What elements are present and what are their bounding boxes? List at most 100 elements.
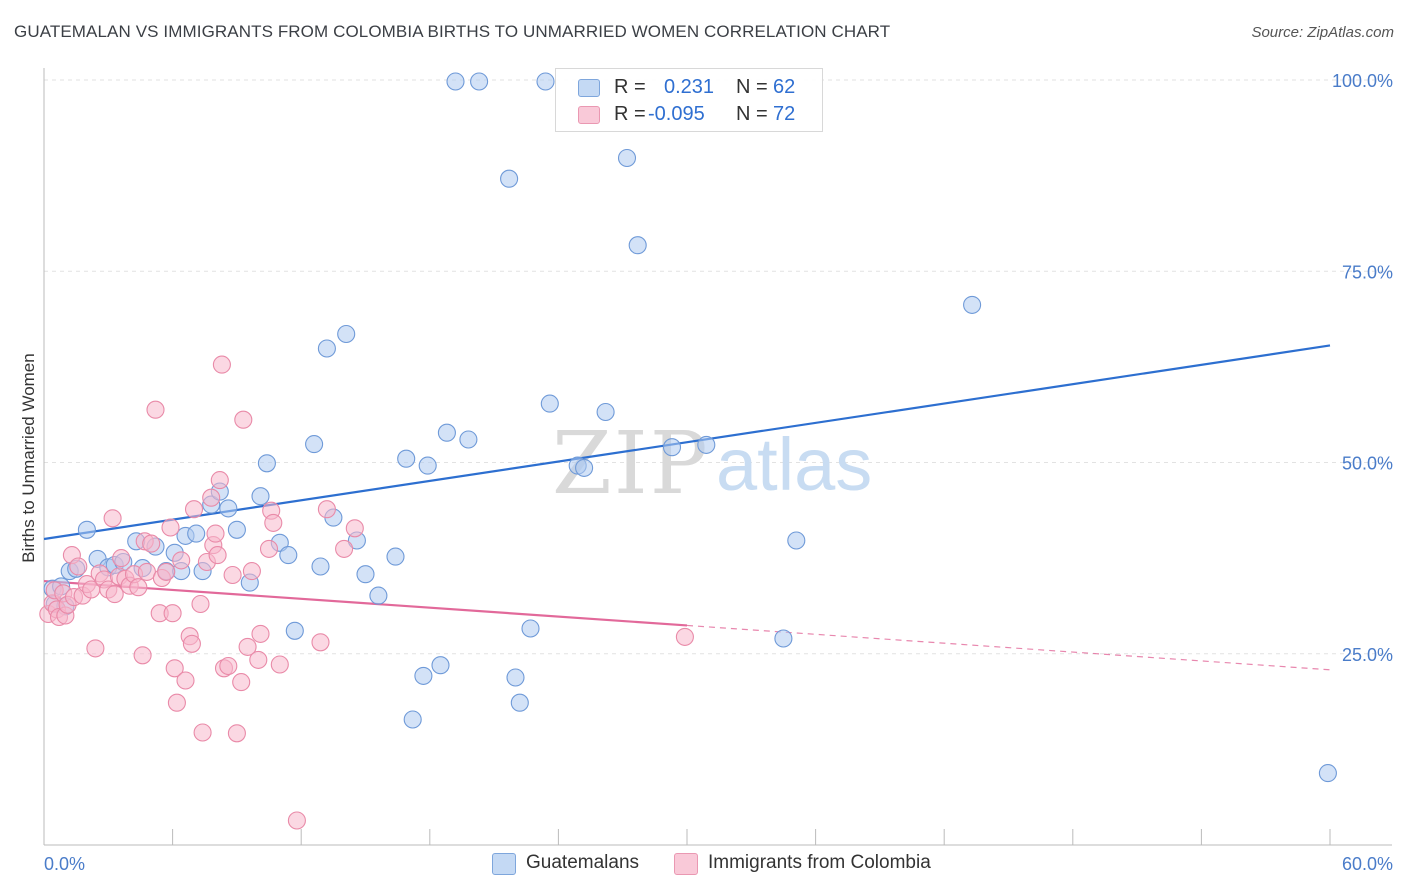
colombia-point	[157, 562, 176, 581]
colombia-point	[167, 693, 186, 712]
x-tick-label-min: 0.0%	[44, 854, 85, 874]
colombia-point	[184, 500, 204, 519]
y-tick-label: 75.0%	[1342, 262, 1393, 282]
guatemalan-point	[285, 621, 304, 640]
colombia-point	[129, 578, 148, 597]
colombia-point	[227, 724, 246, 743]
colombia-point	[142, 534, 161, 553]
guatemalan-point	[386, 547, 405, 566]
colombia-point	[238, 637, 257, 656]
guatemalan-point	[403, 710, 422, 729]
guatemalan-point	[787, 531, 806, 550]
colombia-point	[335, 539, 354, 558]
colombia-point	[191, 594, 210, 614]
legend-r-label: R =	[614, 76, 646, 98]
colombia-point	[176, 671, 195, 690]
colombia-point	[133, 646, 152, 665]
colombia-trend-extension	[686, 624, 1331, 671]
legend-n-value: 62	[773, 76, 796, 98]
trend-lines	[43, 344, 1331, 671]
colombia-point	[69, 557, 88, 576]
y-axis-label: Births to Unmarried Women	[19, 353, 38, 562]
guatemalan-point	[305, 435, 324, 454]
guatemalan-point	[251, 487, 270, 506]
guatemalan-point	[187, 524, 206, 543]
colombia-point	[223, 565, 242, 585]
chart-source: Source: ZipAtlas.com	[1251, 24, 1394, 41]
colombia-point	[165, 659, 184, 678]
guatemalan-point	[596, 402, 615, 422]
guatemalan-point	[369, 586, 388, 605]
guatemalan-point	[337, 324, 356, 344]
colombia-point	[251, 624, 270, 643]
colombia-point	[259, 539, 279, 558]
colombia-point	[675, 627, 694, 646]
colombia-point	[202, 488, 221, 507]
colombia-point	[232, 673, 251, 692]
legend-swatch-pink	[578, 106, 600, 124]
legend-r-value: -0.095	[648, 103, 705, 125]
colombia-point	[242, 562, 261, 581]
colombia-point	[270, 655, 289, 674]
watermark-atlas: atlas	[716, 423, 872, 506]
guatemalan-point	[662, 438, 682, 457]
colombia-point	[112, 549, 131, 568]
watermark: ZIP atlas	[552, 414, 872, 514]
legend-label-guatemalans: Guatemalans	[526, 852, 640, 873]
legend-swatch-blue	[492, 853, 516, 875]
axes	[43, 68, 1392, 846]
colombia-point	[206, 524, 225, 543]
legend-r-label: R =	[614, 103, 646, 125]
legend-swatch-blue	[578, 79, 600, 97]
colombia-point	[137, 562, 156, 581]
guatemalan-point	[628, 236, 647, 255]
colombia-point	[287, 811, 306, 830]
guatemalan-point	[227, 520, 246, 539]
colombia-point	[172, 551, 191, 570]
guatemalan-point	[536, 72, 555, 91]
legend-n-value: 72	[773, 103, 796, 125]
guatemalan-point	[414, 666, 433, 685]
guatemalan-point	[356, 565, 375, 584]
tick-labels: 25.0% 50.0% 75.0% 100.0% 0.0% 60.0%	[44, 71, 1393, 874]
legend-swatch-pink	[674, 853, 698, 875]
guatemalan-point	[437, 423, 456, 442]
guatemalan-point	[459, 430, 478, 449]
guatemalan-point	[470, 72, 489, 91]
correlation-legend: R = 0.231 N = 62 R = -0.095 N = 72	[555, 68, 823, 132]
guatemalan-point	[77, 520, 96, 539]
guatemalan-point	[540, 394, 559, 413]
guatemalan-point	[774, 629, 793, 648]
guatemalan-point	[510, 693, 529, 712]
colombia-point	[311, 633, 330, 652]
legend-r-value: 0.231	[664, 76, 715, 98]
guatemalan-point	[311, 557, 330, 576]
guatemalan-point	[963, 295, 982, 314]
guatemalan-point	[279, 546, 298, 565]
chart-title: GUATEMALAN VS IMMIGRANTS FROM COLOMBIA B…	[14, 22, 891, 41]
guatemalan-point	[317, 339, 336, 358]
data-points	[39, 72, 1337, 830]
x-tick-label-max: 60.0%	[1342, 854, 1393, 874]
guatemalan-point	[219, 499, 238, 518]
colombia-point	[105, 585, 124, 604]
colombia-point	[317, 500, 336, 519]
legend-label-colombia: Immigrants from Colombia	[708, 852, 931, 873]
guatemalan-point	[418, 456, 437, 475]
guatemalan-point	[431, 656, 450, 675]
colombia-point	[210, 471, 229, 490]
colombia-point	[193, 723, 212, 742]
colombia-point	[212, 355, 231, 374]
colombia-point	[86, 639, 105, 658]
guatemalan-point	[521, 619, 540, 638]
guatemalan-point	[446, 72, 465, 91]
colombia-point	[249, 650, 268, 669]
colombia-point	[182, 634, 201, 653]
guatemalan-point	[575, 458, 594, 477]
colombia-point	[208, 546, 227, 565]
legend-n-label: N =	[736, 76, 768, 98]
colombia-point	[146, 400, 165, 419]
guatemalan-point	[617, 148, 637, 168]
guatemalan-point	[1318, 764, 1337, 783]
